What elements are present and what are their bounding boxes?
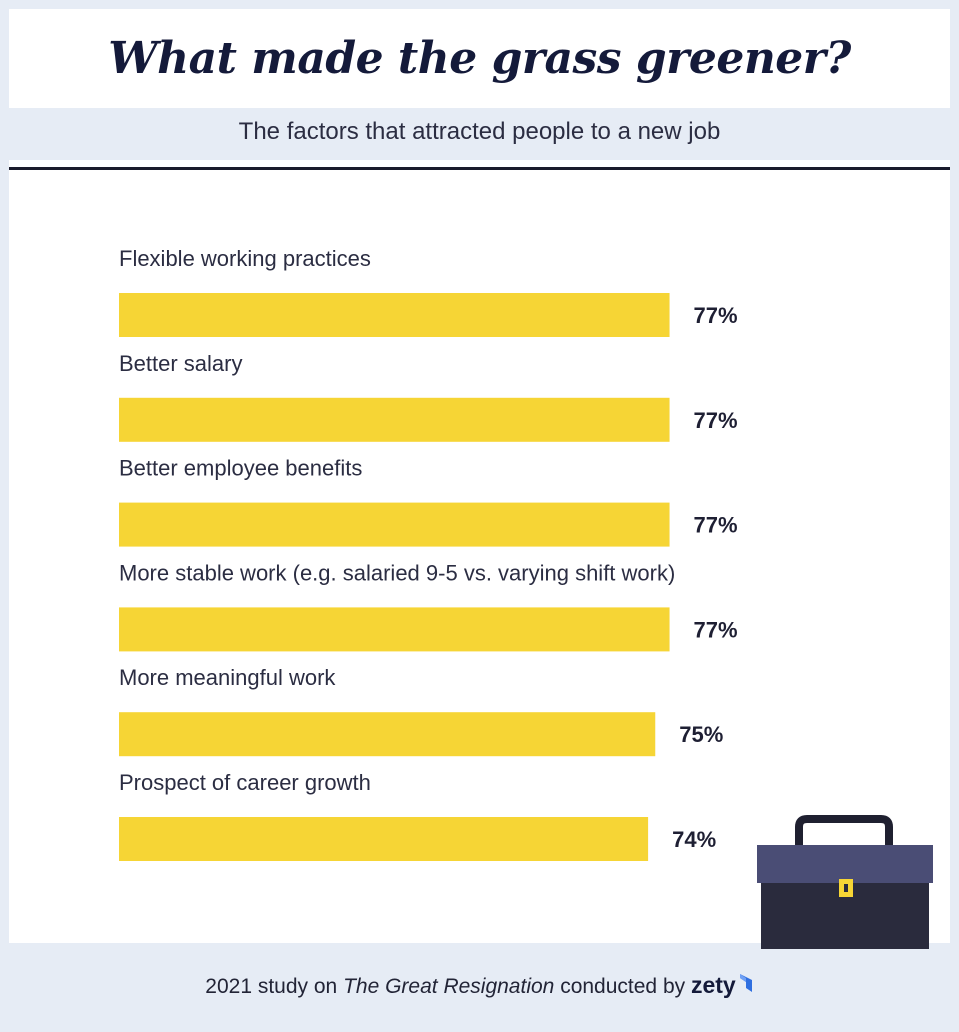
footer-prefix: 2021 study on: [205, 975, 344, 998]
bar-value-label: 77%: [694, 617, 738, 642]
bar-label: More meaningful work: [119, 665, 336, 690]
bar-label: Prospect of career growth: [119, 770, 371, 795]
bar-value-label: 75%: [679, 722, 723, 747]
bar: [119, 607, 670, 652]
page-subtitle: The factors that attracted people to a n…: [238, 118, 721, 145]
bar-label: More stable work (e.g. salaried 9-5 vs. …: [119, 560, 675, 585]
brand-name: zety: [690, 972, 736, 998]
bar-label: Better salary: [119, 351, 243, 376]
subtitle-band: The factors that attracted people to a n…: [9, 108, 950, 160]
bar-chart: Flexible working practices 77% Better sala…: [119, 246, 738, 861]
bar: [119, 712, 656, 757]
bar: [119, 817, 649, 861]
footer-middle: conducted by: [554, 975, 691, 998]
footer-credit: 2021 study on The Great Resignation cond…: [0, 972, 959, 999]
bar-value-label: 77%: [694, 303, 738, 328]
briefcase-icon: [757, 815, 933, 949]
bar-label: Flexible working practices: [119, 246, 371, 271]
bar: [119, 293, 670, 337]
infographic-card: What made the grass greener? The factors…: [9, 9, 950, 949]
bar-label: Better employee benefits: [119, 456, 362, 481]
page-title: What made the grass greener?: [108, 33, 851, 84]
bar-value-label: 77%: [694, 513, 738, 538]
bar: [119, 397, 670, 442]
zety-logo-icon: [739, 974, 752, 992]
bar-value-label: 74%: [672, 827, 716, 852]
bar-value-label: 77%: [694, 408, 738, 433]
header-divider: [9, 167, 950, 170]
bar: [119, 502, 670, 547]
footer-study-name: The Great Resignation: [343, 975, 555, 998]
